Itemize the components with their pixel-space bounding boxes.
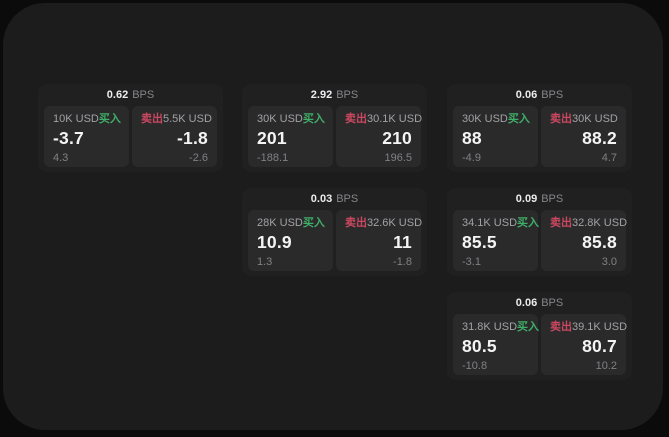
sell-amount: 30.1K USD	[367, 113, 423, 125]
buy-cell[interactable]: 31.8K USD 买入 80.5 -10.8	[453, 314, 540, 375]
card-header: 0.06 BPS	[453, 292, 626, 314]
sell-price: 88.2	[582, 127, 617, 148]
bps-value: 0.06	[515, 88, 538, 101]
buy-change: -3.1	[462, 255, 481, 268]
sell-side-label[interactable]: 卖出	[345, 113, 367, 125]
card-body: 28K USD 买入 10.9 1.3 卖出 32.6K USD 11 -1.8	[248, 210, 423, 271]
sell-cell[interactable]: 卖出 5.5K USD -1.8 -2.6	[132, 106, 217, 167]
sell-side-label[interactable]: 卖出	[141, 113, 163, 125]
sell-amount: 5.5K USD	[163, 113, 212, 125]
card-body: 30K USD 买入 88 -4.9 卖出 30K USD 88.2 4.7	[453, 106, 626, 167]
buy-amount: 31.8K USD	[462, 321, 518, 333]
sell-amount: 39.1K USD	[572, 321, 628, 333]
bps-value: 0.03	[310, 192, 333, 205]
sell-cell[interactable]: 卖出 30.1K USD 210 196.5	[336, 106, 423, 167]
bps-value: 0.06	[515, 296, 538, 309]
buy-cell[interactable]: 30K USD 买入 201 -188.1	[248, 106, 333, 167]
buy-price: 10.9	[257, 231, 292, 252]
quote-card[interactable]: 0.62 BPS 10K USD 买入 -3.7 4.3 卖出 5.5K USD…	[38, 84, 223, 172]
buy-price: 201	[257, 127, 287, 148]
quote-card[interactable]: 0.09 BPS 34.1K USD 买入 85.5 -3.1 卖出 32.8K…	[447, 188, 632, 276]
buy-amount: 10K USD	[53, 113, 99, 125]
sell-side-label[interactable]: 卖出	[345, 217, 367, 229]
buy-price: 85.5	[462, 231, 497, 252]
buy-side-label[interactable]: 买入	[302, 113, 325, 125]
buy-change: -4.9	[462, 151, 481, 164]
buy-side-label[interactable]: 买入	[302, 217, 325, 229]
buy-amount: 30K USD	[462, 113, 508, 125]
card-header: 0.62 BPS	[44, 84, 217, 106]
quote-card[interactable]: 0.06 BPS 30K USD 买入 88 -4.9 卖出 30K USD 8…	[447, 84, 632, 172]
sell-cell[interactable]: 卖出 32.8K USD 85.8 3.0	[541, 210, 628, 271]
bps-unit: BPS	[336, 88, 359, 101]
card-body: 31.8K USD 买入 80.5 -10.8 卖出 39.1K USD 80.…	[453, 314, 628, 375]
buy-side-label[interactable]: 买入	[507, 113, 530, 125]
buy-cell[interactable]: 34.1K USD 买入 85.5 -3.1	[453, 210, 540, 271]
bps-value: 0.09	[515, 192, 538, 205]
card-header: 0.06 BPS	[453, 84, 626, 106]
buy-cell[interactable]: 30K USD 买入 88 -4.9	[453, 106, 538, 167]
sell-amount: 32.8K USD	[572, 217, 628, 229]
bps-unit: BPS	[336, 192, 359, 205]
sell-change: 3.0	[601, 255, 617, 268]
sell-change: 196.5	[384, 151, 412, 164]
buy-change: 4.3	[53, 151, 69, 164]
buy-amount: 28K USD	[257, 217, 303, 229]
buy-cell[interactable]: 28K USD 买入 10.9 1.3	[248, 210, 333, 271]
sell-change: -1.8	[393, 255, 412, 268]
sell-price: 80.7	[582, 335, 617, 356]
buy-price: 80.5	[462, 335, 497, 356]
card-header: 0.09 BPS	[453, 188, 626, 210]
bps-unit: BPS	[541, 296, 564, 309]
buy-side-label[interactable]: 买入	[517, 321, 540, 333]
card-body: 30K USD 买入 201 -188.1 卖出 30.1K USD 210 1…	[248, 106, 423, 167]
sell-cell[interactable]: 卖出 30K USD 88.2 4.7	[541, 106, 626, 167]
buy-change: -188.1	[257, 151, 289, 164]
sell-price: -1.8	[177, 127, 208, 148]
sell-side-label[interactable]: 卖出	[550, 217, 572, 229]
buy-amount: 30K USD	[257, 113, 303, 125]
buy-cell[interactable]: 10K USD 买入 -3.7 4.3	[44, 106, 129, 167]
buy-amount: 34.1K USD	[462, 217, 518, 229]
bps-unit: BPS	[132, 88, 155, 101]
sell-change: 10.2	[595, 359, 617, 372]
card-body: 34.1K USD 买入 85.5 -3.1 卖出 32.8K USD 85.8…	[453, 210, 628, 271]
sell-price: 210	[382, 127, 412, 148]
bps-value: 2.92	[310, 88, 333, 101]
quote-card[interactable]: 0.03 BPS 28K USD 买入 10.9 1.3 卖出 32.6K US…	[242, 188, 427, 276]
buy-change: 1.3	[257, 255, 273, 268]
sell-price: 85.8	[582, 231, 617, 252]
card-header: 2.92 BPS	[248, 84, 421, 106]
card-body: 10K USD 买入 -3.7 4.3 卖出 5.5K USD -1.8 -2.…	[44, 106, 217, 167]
bps-value: 0.62	[106, 88, 129, 101]
sell-amount: 30K USD	[572, 113, 618, 125]
sell-cell[interactable]: 卖出 32.6K USD 11 -1.8	[336, 210, 423, 271]
buy-price: -3.7	[53, 127, 84, 148]
buy-side-label[interactable]: 买入	[517, 217, 540, 229]
buy-change: -10.8	[462, 359, 488, 372]
quote-card[interactable]: 0.06 BPS 31.8K USD 买入 80.5 -10.8 卖出 39.1…	[447, 292, 632, 380]
sell-change: 4.7	[601, 151, 617, 164]
buy-side-label[interactable]: 买入	[98, 113, 121, 125]
sell-change: -2.6	[189, 151, 208, 164]
bps-unit: BPS	[541, 88, 564, 101]
buy-price: 88	[462, 127, 482, 148]
sell-cell[interactable]: 卖出 39.1K USD 80.7 10.2	[541, 314, 628, 375]
card-header: 0.03 BPS	[248, 188, 421, 210]
quote-card[interactable]: 2.92 BPS 30K USD 买入 201 -188.1 卖出 30.1K …	[242, 84, 427, 172]
sell-side-label[interactable]: 卖出	[550, 113, 572, 125]
bps-unit: BPS	[541, 192, 564, 205]
sell-side-label[interactable]: 卖出	[550, 321, 572, 333]
sell-price: 11	[393, 231, 412, 252]
sell-amount: 32.6K USD	[367, 217, 423, 229]
